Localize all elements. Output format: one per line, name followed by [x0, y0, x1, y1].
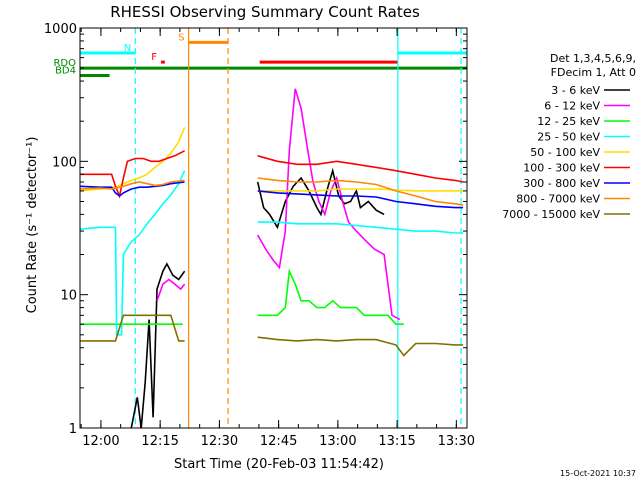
axis-ticks: 12:00 12:15 12:30 12:45 13:00 13:15 13:30 1 10 10… [44, 22, 475, 449]
series-line-4-seg-1 [257, 188, 464, 192]
series-line-1-seg-0 [156, 278, 186, 302]
x-tick-label-5: 13:15 [378, 434, 415, 449]
y-axis-label: Count Rate (s⁻¹ detector⁻¹) [25, 137, 40, 314]
flag-label-7: BD4 [55, 66, 76, 77]
legend-label-8: 7000 - 15000 keV [502, 208, 600, 221]
x-tick-label-0: 12:00 [82, 434, 119, 449]
x-tick-label-2: 12:30 [201, 434, 238, 449]
y-tick-label-3: 1000 [44, 22, 77, 37]
series-line-3-seg-0 [79, 170, 186, 336]
legend-label-0: 3 - 6 keV [551, 84, 600, 97]
series-line-6-seg-0 [79, 181, 185, 198]
plot-frame [79, 27, 468, 429]
vertical-markers [134, 28, 462, 428]
legend-label-6: 300 - 800 keV [523, 177, 600, 190]
series-lines [79, 88, 464, 429]
y-tick-label-2: 100 [52, 155, 77, 170]
x-tick-label-6: 13:30 [438, 434, 475, 449]
series-line-5-seg-1 [257, 155, 464, 183]
chart-title: RHESSI Observing Summary Count Rates [110, 3, 420, 21]
series-line-6-seg-1 [257, 190, 464, 209]
series-line-7-seg-1 [257, 177, 464, 206]
flag-label-3: F [151, 52, 157, 63]
series-line-5-seg-0 [80, 150, 185, 199]
y-tick-label-0: 1 [69, 422, 77, 437]
flag-label-6: RDO [53, 58, 76, 69]
legend-label-3: 25 - 50 keV [537, 131, 600, 144]
x-tick-label-4: 13:00 [319, 434, 356, 449]
flag-label-1: N [124, 43, 131, 54]
legend-header-line-2: FDecim 1, Att 0 [551, 66, 636, 79]
legend-label-5: 100 - 300 keV [523, 162, 600, 175]
series-line-1-seg-1 [257, 88, 401, 321]
series-line-4-seg-0 [79, 126, 186, 192]
series-line-0-seg-1 [256, 167, 385, 230]
series-line-2-seg-1 [257, 268, 404, 326]
x-tick-label-3: 12:45 [260, 434, 297, 449]
legend-label-7: 800 - 7000 keV [516, 193, 600, 206]
legend-label-1: 6 - 12 keV [544, 100, 600, 113]
series-line-8-seg-1 [257, 336, 464, 357]
x-tick-label-1: 12:15 [141, 434, 178, 449]
legend-label-2: 12 - 25 keV [537, 115, 600, 128]
flag-label-2: S [178, 32, 184, 43]
series-line-3-seg-1 [257, 221, 464, 234]
footer-timestamp: 15-Oct-2021 10:37 [560, 469, 636, 478]
legend: Det 1,3,4,5,6,9, FDecim 1, Att 0 3 - 6 k… [502, 52, 636, 221]
legend-header-line-1: Det 1,3,4,5,6,9, [550, 52, 636, 65]
legend-label-4: 50 - 100 keV [530, 146, 600, 159]
series-line-0-seg-0 [130, 262, 186, 429]
x-axis-label: Start Time (20-Feb-03 11:54:42) [174, 457, 384, 472]
y-tick-label-1: 10 [60, 289, 77, 304]
series-line-7-seg-0 [79, 179, 185, 190]
series-line-8-seg-0 [80, 314, 185, 342]
